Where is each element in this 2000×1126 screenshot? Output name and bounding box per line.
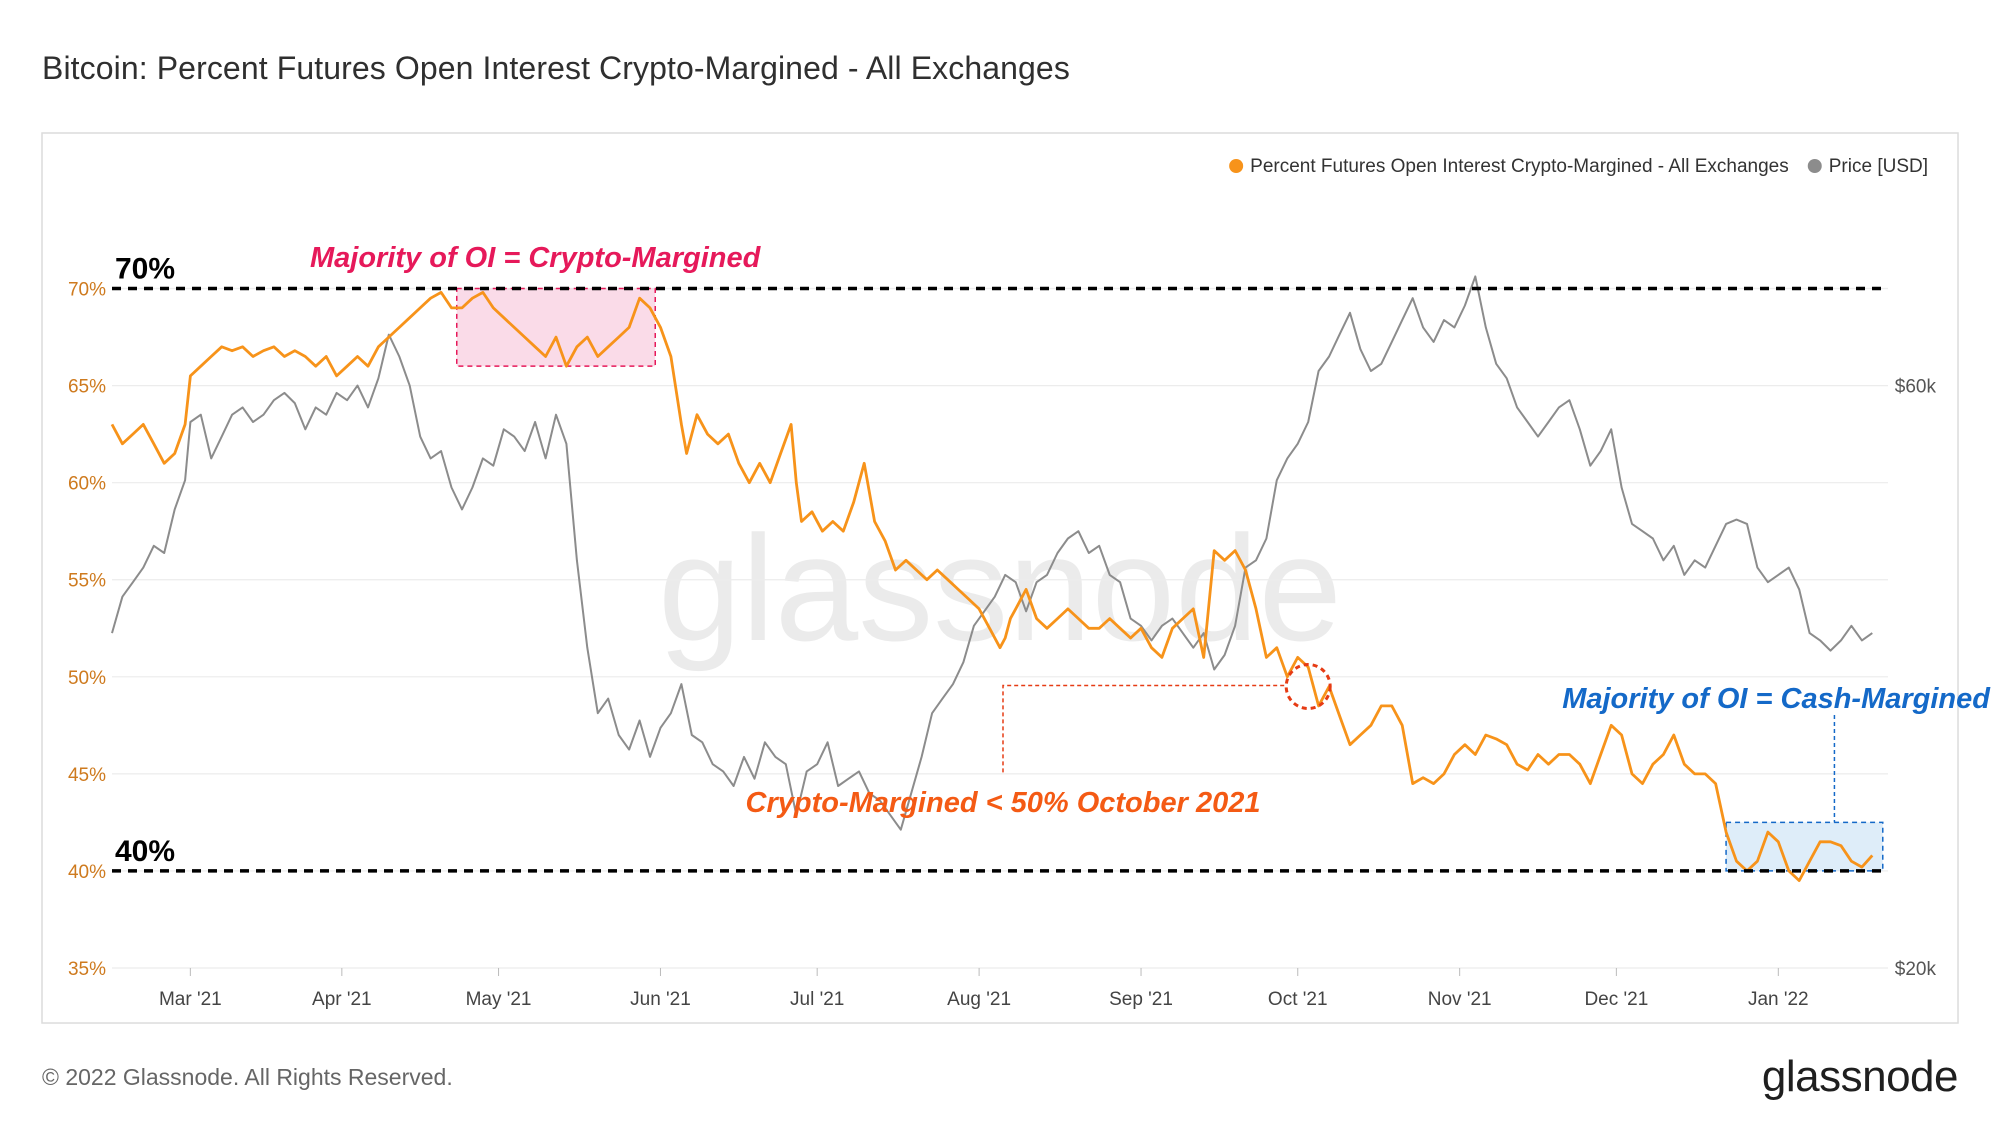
annotation-cash-margined: Majority of OI = Cash-Margined [1562,683,1991,715]
x-tick-label: Aug '21 [947,989,1011,1010]
cash-margined-region [1725,821,1884,872]
x-tick-label: Nov '21 [1428,989,1492,1010]
legend-label-price: Price [USD] [1829,156,1928,177]
legend-label-oi: Percent Futures Open Interest Crypto-Mar… [1250,156,1789,177]
october-2021-leader-line [1002,684,1285,775]
y-left-tick-label: 40% [68,862,106,883]
legend-marker-price [1807,159,1822,173]
y-left-tick-label: 70% [68,280,106,301]
x-tick-label: Jun '21 [630,989,691,1010]
y-left-tick-label: 35% [68,959,106,980]
percent-oi-crypto-margined-line [110,291,1874,882]
y-right-tick-label: $60k [1895,377,1937,398]
x-tick-label: Dec '21 [1584,989,1648,1010]
y-left-tick-label: 60% [68,474,106,495]
y-left-tick-label: 50% [68,668,106,689]
glassnode-logo: glassnode [1761,1052,1959,1101]
y-left-tick-label: 45% [68,765,106,786]
reference-label: 40% [115,835,175,868]
x-tick-label: Oct '21 [1268,989,1328,1010]
y-right-tick-label: $20k [1895,959,1937,980]
y-left-tick-label: 65% [68,377,106,398]
x-tick-label: Jul '21 [790,989,844,1010]
copyright-text: © 2022 Glassnode. All Rights Reserved. [42,1064,453,1090]
october-2021-highlight-circle [1284,663,1332,711]
page-title: Bitcoin: Percent Futures Open Interest C… [42,50,1070,86]
price-usd-line [111,275,1873,831]
annotation-below-50pct: Crypto-Margined < 50% October 2021 [746,787,1261,819]
x-tick-label: Apr '21 [312,989,372,1010]
x-tick-label: May '21 [466,989,532,1010]
reference-label: 70% [115,253,175,286]
chart-frame [41,132,1959,1024]
annotation-crypto-margined: Majority of OI = Crypto-Margined [310,242,762,274]
y-left-tick-label: 55% [68,571,106,592]
x-tick-label: Mar '21 [159,989,222,1010]
x-tick-label: Jan '22 [1748,989,1809,1010]
legend-marker-oi [1229,159,1244,173]
x-tick-label: Sep '21 [1109,989,1173,1010]
